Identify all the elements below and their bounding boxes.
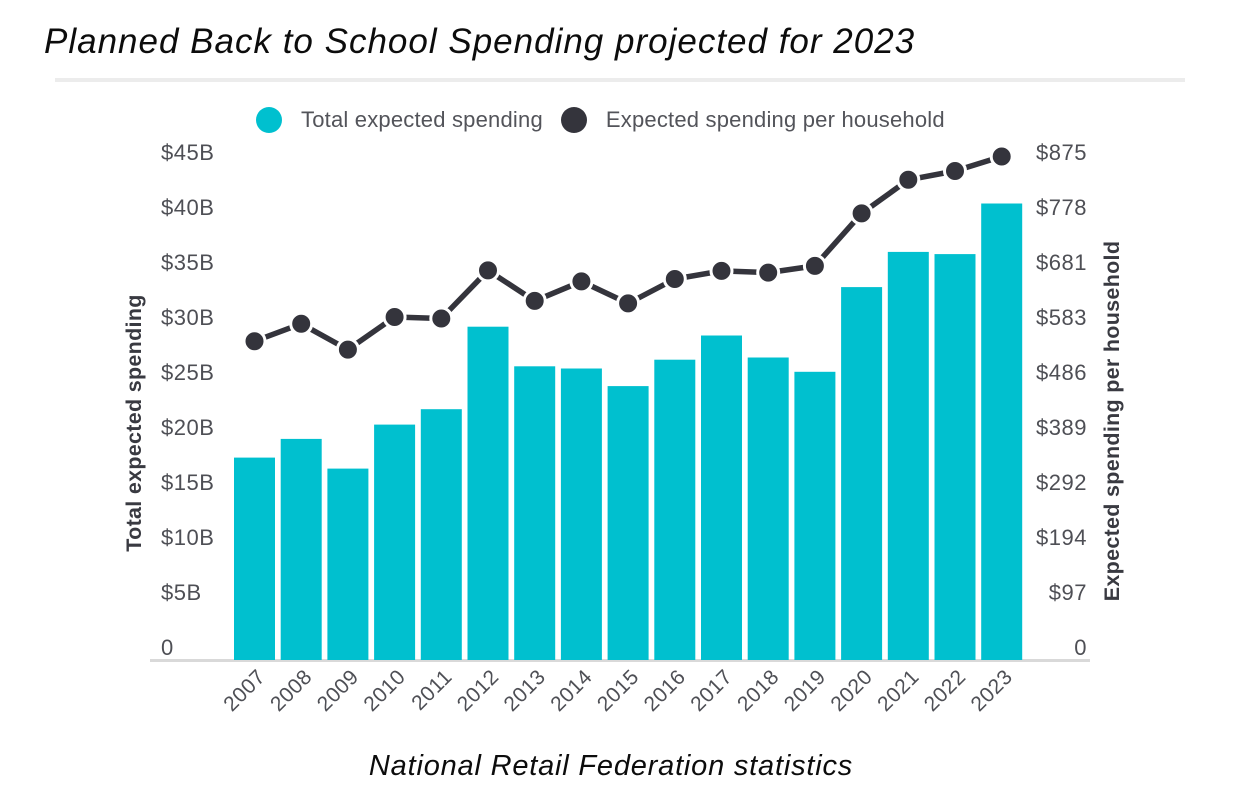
right-axis-tick: $389 [1036, 415, 1087, 440]
right-axis-tick: $486 [1036, 360, 1087, 385]
dot-2020 [849, 201, 874, 226]
right-axis-tick: 0 [1074, 635, 1087, 660]
x-axis-tick-2020: 2020 [826, 665, 877, 716]
x-axis-tick-2013: 2013 [500, 665, 551, 716]
x-axis-tick-2015: 2015 [593, 665, 644, 716]
bar-2008 [280, 438, 322, 660]
dot-2012 [476, 258, 500, 283]
bar-2023 [981, 203, 1023, 660]
dot-2013 [522, 288, 547, 313]
dot-2007 [242, 329, 267, 354]
x-axis-tick-2009: 2009 [313, 665, 364, 716]
legend-label-total-spending: Total expected spending [301, 107, 543, 132]
bar-2020 [841, 287, 883, 660]
legend-marker-per-household-icon [560, 107, 587, 133]
chart-caption: National Retail Federation statistics [368, 750, 854, 782]
bar-2010 [374, 424, 416, 660]
left-axis-tick: $40B [161, 195, 214, 220]
dot-2022 [943, 159, 967, 183]
dot-2018 [756, 260, 781, 285]
dot-2011 [429, 306, 454, 331]
x-axis-tick-2007: 2007 [219, 665, 270, 716]
right-axis-title: Expected spending per household [1100, 241, 1124, 602]
x-axis-tick-2019: 2019 [780, 665, 831, 716]
bar-2022 [934, 254, 976, 660]
x-axis-tick-2008: 2008 [266, 665, 317, 716]
chart-title: Planned Back to School Spending projecte… [44, 22, 916, 61]
legend-marker-total-spending-icon [256, 107, 282, 133]
left-axis-tick: $30B [161, 305, 214, 330]
dot-2014 [569, 269, 594, 294]
x-axis-tick-2010: 2010 [359, 665, 410, 716]
legend-item-total-spending: Total expected spending [256, 107, 543, 133]
bar-2014 [560, 368, 602, 660]
x-axis-tick-2021: 2021 [873, 665, 924, 716]
dot-2017 [709, 258, 734, 283]
bar-2009 [327, 468, 369, 660]
left-axis-tick: $20B [161, 415, 214, 440]
left-axis-tick: $5B [161, 580, 202, 605]
bar-2011 [420, 409, 462, 660]
bar-2021 [887, 251, 929, 660]
dot-2009 [335, 337, 360, 362]
bar-2017 [701, 335, 742, 660]
dot-2010 [382, 305, 407, 329]
x-axis-tick-2012: 2012 [453, 665, 504, 716]
dot-2015 [616, 291, 641, 316]
legend-item-per-household: Expected spending per household [560, 107, 945, 133]
bar-2015 [607, 386, 649, 660]
left-axis-tick: $45B [161, 140, 214, 165]
x-axis-tick-2016: 2016 [640, 665, 691, 716]
bar-2018 [747, 357, 789, 660]
x-axis-tick-2014: 2014 [546, 665, 597, 716]
left-axis-tick: 0 [161, 635, 174, 660]
right-axis-tick: $97 [1049, 580, 1087, 605]
right-axis-tick: $194 [1036, 525, 1087, 550]
right-axis-tick: $583 [1036, 305, 1087, 330]
x-axis-tick-2011: 2011 [407, 665, 457, 715]
dot-2021 [896, 167, 921, 192]
dot-2023 [989, 144, 1014, 169]
right-axis-tick: $875 [1036, 140, 1087, 165]
dot-2016 [662, 267, 687, 291]
bar-2019 [794, 371, 836, 660]
right-axis-tick: $778 [1036, 195, 1087, 220]
bar-2016 [654, 359, 696, 660]
chart-series-layer: 0 0 $5B $97 $10B $194 $15B $292 $20B $389 $25B $486… [150, 140, 1090, 716]
right-axis-tick: $292 [1036, 470, 1087, 495]
x-axis-tick-2018: 2018 [733, 665, 784, 716]
legend: Total expected spending Expected spendin… [256, 104, 945, 136]
x-axis-tick-2017: 2017 [686, 665, 737, 716]
dot-2008 [289, 311, 314, 336]
right-axis-tick: $681 [1036, 250, 1087, 275]
legend-label-per-household: Expected spending per household [605, 107, 945, 132]
x-axis-tick-2022: 2022 [920, 665, 971, 716]
bar-2007 [234, 457, 275, 660]
left-axis-tick: $35B [161, 250, 214, 275]
title-divider [55, 78, 1185, 82]
left-axis-tick: $25B [161, 360, 214, 385]
left-axis-tick: $10B [161, 525, 214, 550]
bar-2013 [514, 366, 556, 660]
x-axis-tick-2023: 2023 [967, 665, 1018, 716]
bar-2012 [467, 326, 509, 660]
left-axis-tick: $15B [161, 470, 214, 495]
left-axis-title: Total expected spending [122, 294, 146, 551]
dot-2019 [802, 253, 827, 278]
